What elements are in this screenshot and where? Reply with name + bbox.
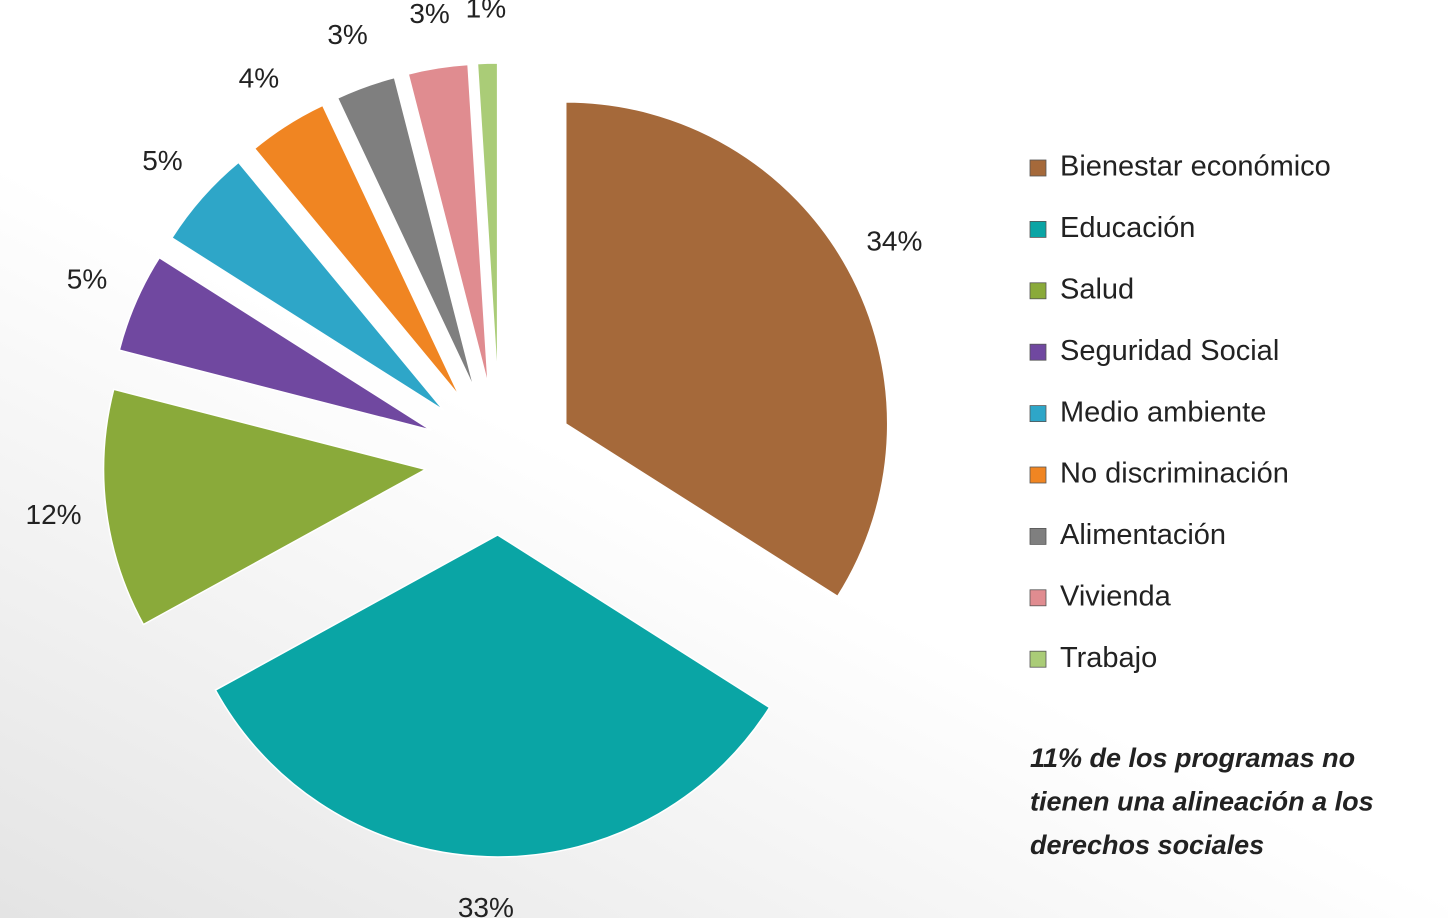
pie-slice — [336, 76, 476, 390]
legend-label: Seguridad Social — [1060, 335, 1279, 367]
data-label: 3% — [327, 19, 367, 50]
legend-label: Trabajo — [1060, 642, 1157, 674]
legend-label: Vivienda — [1060, 580, 1172, 612]
pie-slice — [407, 63, 490, 387]
data-label: 5% — [142, 145, 182, 176]
legend-swatch — [1029, 528, 1047, 545]
legend-label: Alimentación — [1060, 519, 1226, 551]
data-label: 12% — [26, 499, 82, 530]
legend-swatch — [1029, 343, 1047, 361]
pie-slice — [102, 388, 428, 626]
data-label: 34% — [866, 226, 922, 257]
legend-swatch — [1029, 220, 1047, 238]
data-label: 4% — [239, 62, 279, 93]
legend-label: Educación — [1060, 212, 1195, 244]
pie-slice — [253, 104, 461, 398]
data-label: 3% — [409, 0, 449, 29]
pie-slice — [476, 62, 499, 386]
legend-label: No discriminación — [1060, 458, 1289, 490]
legend-swatch — [1029, 282, 1047, 300]
pie-slice — [118, 256, 432, 431]
annotation: derechos sociales — [1030, 830, 1264, 860]
data-label: 33% — [458, 892, 514, 918]
annotation: tienen una alineación a los — [1030, 787, 1374, 817]
legend-label: Bienestar económico — [1060, 151, 1331, 183]
legend-swatch — [1029, 466, 1047, 484]
data-label: 1% — [466, 0, 506, 24]
pie-slice — [564, 101, 889, 598]
legend-label: Medio ambiente — [1060, 396, 1266, 428]
annotation: 11% de los programas no — [1030, 743, 1355, 773]
legend-swatch — [1029, 159, 1047, 177]
pie-slice — [170, 161, 445, 412]
legend-swatch — [1029, 405, 1047, 423]
legend-label: Salud — [1060, 273, 1134, 305]
legend-swatch — [1029, 650, 1047, 668]
legend-swatch — [1029, 589, 1047, 607]
data-label: 5% — [67, 264, 107, 295]
pie-slice — [214, 534, 771, 858]
